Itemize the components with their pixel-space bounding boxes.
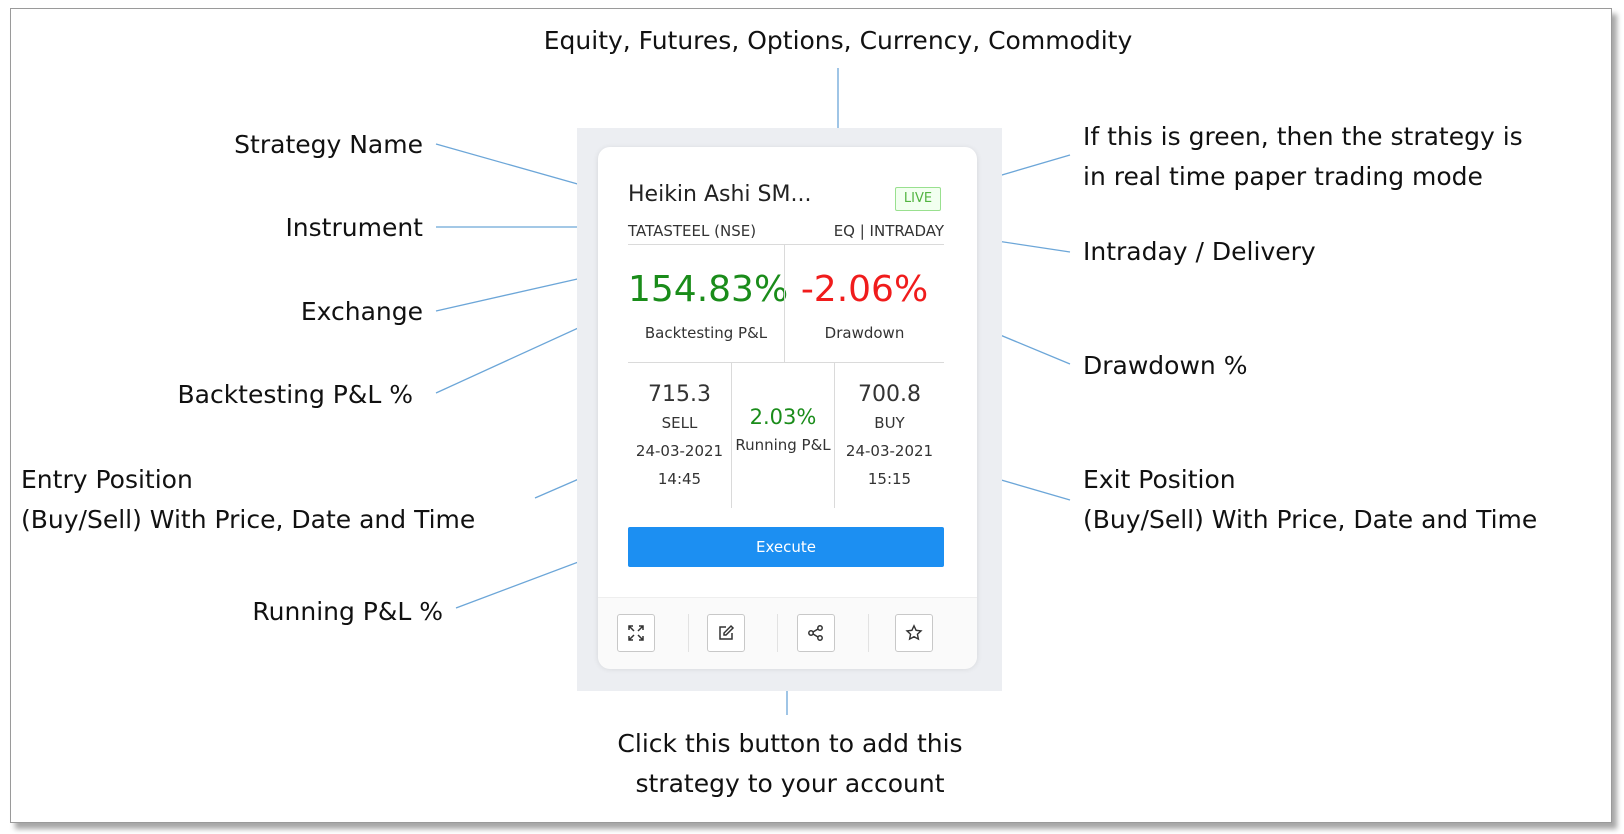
favorite-button[interactable] — [895, 614, 933, 652]
expand-button[interactable] — [617, 614, 655, 652]
star-icon — [905, 624, 923, 641]
annotation-entry-line-2: (Buy/Sell) With Price, Date and Time — [21, 505, 476, 534]
entry-price: 715.3 — [648, 382, 711, 407]
live-badge: LIVE — [895, 187, 941, 211]
annotation-live-line-2: in real time paper trading mode — [1083, 162, 1483, 191]
annotation-execute-note: Click this button to add this strategy t… — [560, 724, 1020, 804]
strategy-card: Heikin Ashi SM... LIVE TATASTEEL (NSE) E… — [598, 147, 977, 669]
expand-icon — [628, 625, 644, 641]
drawdown-label: Drawdown — [824, 324, 905, 342]
exit-date: 24-03-2021 — [845, 442, 934, 460]
annotation-entry-line-1: Entry Position — [21, 465, 193, 494]
instrument-label: TATASTEEL (NSE) — [628, 222, 757, 240]
entry-date: 24-03-2021 — [635, 442, 724, 460]
share-button[interactable] — [797, 614, 835, 652]
divider-metrics — [784, 245, 785, 362]
divider-exit — [834, 363, 835, 508]
backtesting-pnl-value: 154.83% — [628, 269, 789, 310]
annotation-exit-line-2: (Buy/Sell) With Price, Date and Time — [1083, 505, 1538, 534]
annotation-exchange: Exchange — [300, 297, 423, 326]
annotation-live-line-1: If this is green, then the strategy is — [1083, 122, 1523, 151]
edit-button[interactable] — [707, 614, 745, 652]
edit-icon — [719, 624, 735, 640]
divider-middle — [628, 362, 944, 363]
divider-top — [628, 244, 944, 245]
annotation-exit-position: Exit Position (Buy/Sell) With Price, Dat… — [1083, 460, 1537, 540]
execute-button[interactable]: Execute — [628, 527, 944, 567]
segment-label: EQ | INTRADAY — [833, 222, 944, 240]
annotation-strategy-name: Strategy Name — [234, 130, 423, 159]
footer-separator — [688, 614, 689, 652]
share-icon — [808, 625, 823, 641]
running-pnl-value: 2.03% — [749, 405, 817, 429]
strategy-title[interactable]: Heikin Ashi SM... — [628, 182, 812, 207]
entry-side: SELL — [661, 414, 698, 432]
backtesting-pnl-label: Backtesting P&L — [644, 324, 768, 342]
annotation-running-pnl: Running P&L % — [252, 597, 443, 626]
annotation-entry-position: Entry Position (Buy/Sell) With Price, Da… — [21, 460, 475, 540]
exit-side: BUY — [874, 414, 905, 432]
annotation-instrument: Instrument — [285, 213, 423, 242]
exit-position: 700.8 BUY 24-03-2021 15:15 — [835, 382, 944, 493]
entry-position: 715.3 SELL 24-03-2021 14:45 — [628, 382, 731, 493]
annotation-drawdown: Drawdown % — [1083, 351, 1248, 380]
annotation-backtesting-pnl: Backtesting P&L % — [177, 380, 413, 409]
footer-separator — [777, 614, 778, 652]
running-pnl: 2.03% Running P&L — [732, 405, 834, 459]
running-pnl-label: Running P&L — [735, 436, 831, 454]
footer-separator — [868, 614, 869, 652]
annotation-exit-line-1: Exit Position — [1083, 465, 1236, 494]
exit-time: 15:15 — [867, 470, 912, 488]
annotation-execute-line-2: strategy to your account — [635, 769, 945, 798]
entry-time: 14:45 — [657, 470, 702, 488]
annotation-execute-line-1: Click this button to add this — [617, 729, 963, 758]
drawdown-value: -2.06% — [800, 269, 929, 310]
annotation-live-note: If this is green, then the strategy is i… — [1083, 117, 1523, 197]
divider-entry — [731, 363, 732, 508]
exit-price: 700.8 — [858, 382, 921, 407]
annotation-instrument-types: Equity, Futures, Options, Currency, Comm… — [543, 26, 1133, 55]
annotation-intraday-delivery: Intraday / Delivery — [1083, 237, 1316, 266]
